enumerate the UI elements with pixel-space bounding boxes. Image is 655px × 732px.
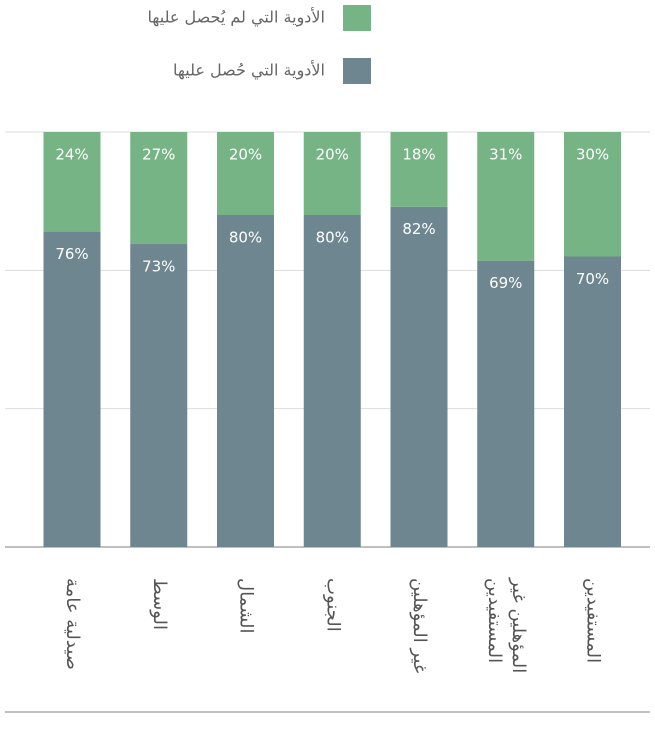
value-label: 80% xyxy=(316,229,349,247)
value-label: 18% xyxy=(402,146,435,164)
bar-segment xyxy=(564,256,621,547)
x-tick-label: الوسط xyxy=(149,578,170,630)
value-label: 20% xyxy=(229,146,262,164)
x-tick-label: غير المؤهلين xyxy=(409,578,430,673)
value-label: 31% xyxy=(489,146,522,164)
value-label: 20% xyxy=(316,146,349,164)
value-label: 27% xyxy=(142,146,175,164)
value-label: 70% xyxy=(576,270,609,288)
x-tick-label: الشمال xyxy=(236,578,257,634)
legend-swatch xyxy=(343,5,371,31)
bar-segment xyxy=(303,132,361,215)
value-label: 24% xyxy=(55,146,88,164)
legend-label: الأدوية التي لم يُحصل عليها xyxy=(148,7,326,28)
bar-segment xyxy=(390,132,448,207)
value-label: 30% xyxy=(576,146,609,164)
value-label: 82% xyxy=(402,220,435,238)
x-tick-label: المؤهلين غيرالمستفيدين xyxy=(484,577,529,673)
x-tick-label: صيدلية عامة xyxy=(62,578,83,670)
bar-segment xyxy=(477,260,535,547)
value-label: 76% xyxy=(55,245,88,263)
x-tick-label: المستفيدين xyxy=(583,578,604,663)
bar-segment xyxy=(217,215,274,547)
legend-label: الأدوية التي حُصل عليها xyxy=(173,60,325,81)
value-label: 69% xyxy=(489,274,522,292)
bar-segment xyxy=(564,132,621,257)
bar-segment xyxy=(390,206,448,547)
bar-segment xyxy=(43,132,101,232)
value-label: 73% xyxy=(142,258,175,276)
bar-segment xyxy=(477,132,535,261)
bar-segment xyxy=(303,215,361,547)
x-tick-label: الجنوب xyxy=(322,578,343,632)
value-label: 80% xyxy=(229,229,262,247)
legend-swatch xyxy=(343,58,371,84)
bar-segment xyxy=(43,231,101,547)
bar-segment xyxy=(130,244,188,548)
bar-segment xyxy=(130,132,188,245)
bar-segment xyxy=(217,132,274,215)
